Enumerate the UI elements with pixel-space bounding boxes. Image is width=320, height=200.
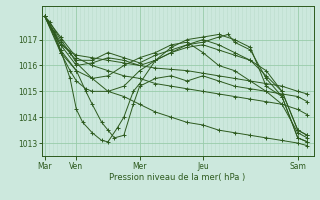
X-axis label: Pression niveau de la mer( hPa ): Pression niveau de la mer( hPa ) — [109, 173, 246, 182]
